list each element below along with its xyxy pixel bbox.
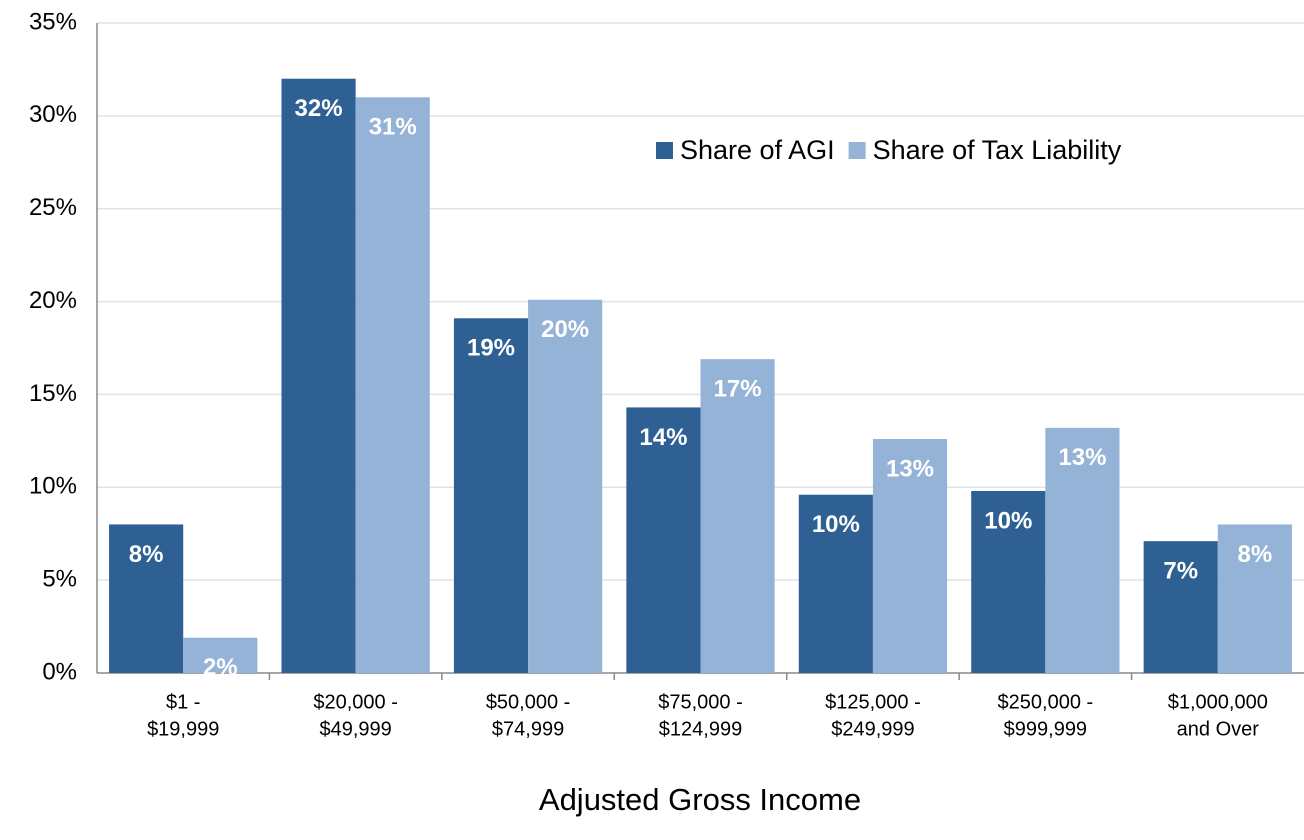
bar [626,407,701,673]
x-tick-label: $1 - [166,691,200,713]
y-tick-label: 30% [29,101,77,128]
y-tick-label: 25% [29,194,77,221]
data-label: 10% [812,511,860,538]
x-tick-label: $20,000 - [313,691,398,713]
legend-swatch [848,142,866,159]
data-label: 13% [1058,444,1106,471]
legend-label: Share of AGI [680,135,835,165]
bar [700,359,775,673]
y-tick-label: 0% [42,658,77,685]
data-label: 7% [1163,557,1198,584]
bar [1217,524,1292,673]
data-label: 19% [467,335,515,362]
bar [872,439,948,673]
x-axis-title: Adjusted Gross Income [539,782,861,817]
bar [971,491,1046,673]
y-tick-label: 15% [29,380,77,407]
x-tick-label: $75,000 - [658,691,743,713]
x-tick-label: $249,999 [831,718,914,740]
x-tick-label: $19,999 [147,718,219,740]
data-label: 8% [1238,541,1273,568]
data-label: 13% [886,455,934,482]
x-tick-label: $49,999 [319,718,391,740]
x-tick-label: and Over [1177,718,1260,740]
x-tick-label: $124,999 [659,718,742,740]
data-label: 17% [714,375,762,402]
x-tick-label: $125,000 - [825,691,921,713]
x-tick-label: $74,999 [492,718,564,740]
data-label: 32% [295,95,343,122]
y-tick-label: 20% [29,287,77,314]
bar [798,494,873,673]
x-tick-label: $50,000 - [486,691,571,713]
data-label: 2% [203,654,238,681]
y-tick-label: 35% [29,8,77,35]
y-tick-label: 10% [29,473,77,500]
data-label: 10% [984,507,1032,534]
y-tick-label: 5% [42,565,77,592]
x-tick-label: $999,999 [1004,718,1087,740]
x-tick-label: $1,000,000 [1168,691,1268,713]
bar [1143,541,1218,673]
data-label: 8% [129,541,164,568]
bar [453,318,529,673]
bar [183,637,258,673]
bar [528,299,603,673]
legend-swatch [656,142,673,159]
bar [281,78,356,673]
legend-label: Share of Tax Liability [873,135,1122,165]
data-label: 31% [369,114,417,141]
bar [355,97,430,674]
data-label: 14% [639,424,687,451]
bar [109,524,184,673]
legend-box [634,125,1254,177]
bar [1045,427,1120,673]
data-label: 20% [541,316,589,343]
x-tick-label: $250,000 - [998,691,1094,713]
